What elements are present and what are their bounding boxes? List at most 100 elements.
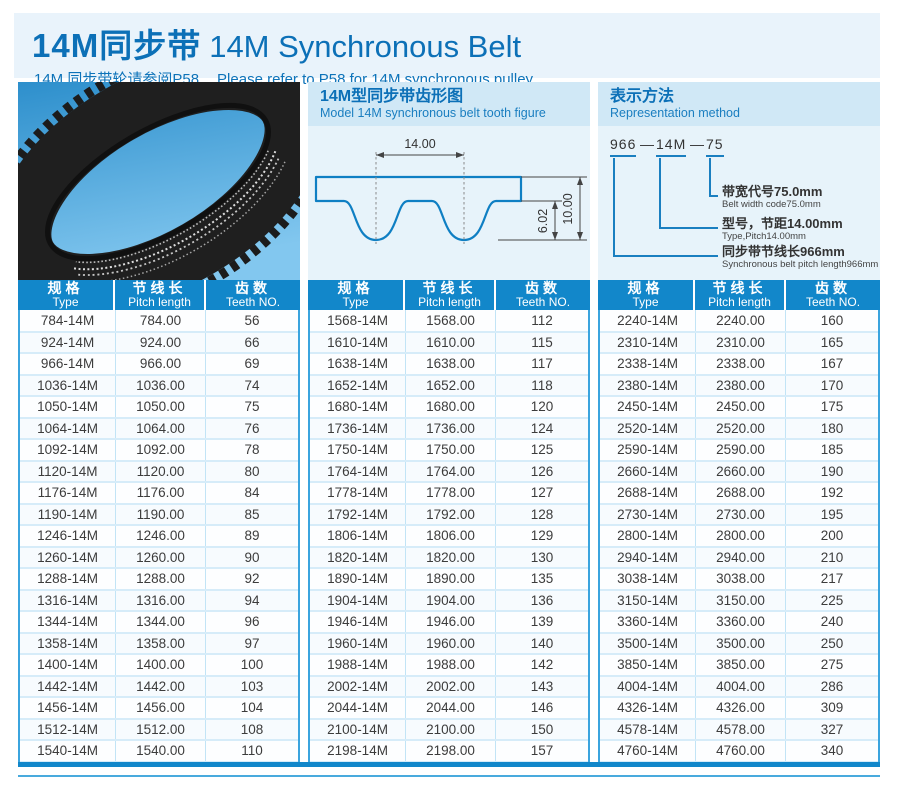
table-cell: 1540-14M xyxy=(20,740,117,763)
table-row: 1638-14M 1638.00 117 xyxy=(310,353,588,376)
table-row: 1400-14M 1400.00 100 xyxy=(20,654,298,677)
table-cell: 3038.00 xyxy=(695,568,786,591)
table-cell: 250 xyxy=(785,632,878,655)
table-row: 1358-14M 1358.00 97 xyxy=(20,632,298,655)
belt-code-width: 75 xyxy=(706,136,724,157)
table-cell: 2240.00 xyxy=(695,310,786,333)
table-cell: 143 xyxy=(495,675,588,698)
table-cell: 2198.00 xyxy=(405,740,496,763)
table-cell: 1904-14M xyxy=(310,589,407,612)
header-band: 14M同步带 14M Synchronous Belt 14M 同步带轮请参阅P5… xyxy=(14,13,880,88)
table-cell: 1190-14M xyxy=(20,503,117,526)
table-cell: 225 xyxy=(785,589,878,612)
table-cell: 1960-14M xyxy=(310,632,407,655)
representation-title-en: Representation method xyxy=(610,106,740,120)
belt-profile-outline xyxy=(314,175,523,242)
table-cell: 2450-14M xyxy=(600,396,697,419)
tooth-profile-diagram: 14.00 6.02 10.00 xyxy=(314,137,587,244)
table-cell: 3150.00 xyxy=(695,589,786,612)
table-cell: 2688.00 xyxy=(695,482,786,505)
table-header: 规格 Type 节线长 Pitch length 齿数 Teeth NO. xyxy=(598,280,880,310)
table-cell: 1652-14M xyxy=(310,374,407,397)
table-header: 规格 Type 节线长 Pitch length 齿数 Teeth NO. xyxy=(18,280,300,310)
table-row: 2100-14M 2100.00 150 xyxy=(310,718,588,741)
table-cell: 94 xyxy=(205,589,298,612)
table-row: 4326-14M 4326.00 309 xyxy=(600,697,878,720)
table-cell: 1652.00 xyxy=(405,374,496,397)
callout-lines xyxy=(613,158,718,257)
table-row: 4578-14M 4578.00 327 xyxy=(600,718,878,741)
table-row: 3500-14M 3500.00 250 xyxy=(600,632,878,655)
table-cell: 2002-14M xyxy=(310,675,407,698)
table-cell: 1750.00 xyxy=(405,439,496,462)
table-cell: 2380-14M xyxy=(600,374,697,397)
table-cell: 1946-14M xyxy=(310,611,407,634)
table-cell: 1820.00 xyxy=(405,546,496,569)
table-row: 1064-14M 1064.00 76 xyxy=(20,417,298,440)
table-cell: 1400.00 xyxy=(115,654,206,677)
col-header-teeth: 齿数 Teeth NO. xyxy=(516,280,571,309)
table-cell: 167 xyxy=(785,353,878,376)
table-row: 1820-14M 1820.00 130 xyxy=(310,546,588,569)
table-cell: 340 xyxy=(785,740,878,763)
table-row: 1946-14M 1946.00 139 xyxy=(310,611,588,634)
table-cell: 1512-14M xyxy=(20,718,117,741)
table-row: 1316-14M 1316.00 94 xyxy=(20,589,298,612)
belt-photo-panel xyxy=(18,82,300,280)
table-row: 1778-14M 1778.00 127 xyxy=(310,482,588,505)
table-cell: 1960.00 xyxy=(405,632,496,655)
table-cell: 2730-14M xyxy=(600,503,697,526)
table-cell: 129 xyxy=(495,525,588,548)
belt-code-dash: — xyxy=(640,136,654,152)
table-row: 2800-14M 2800.00 200 xyxy=(600,525,878,548)
table-cell: 90 xyxy=(205,546,298,569)
table-row: 1904-14M 1904.00 136 xyxy=(310,589,588,612)
table-row: 1512-14M 1512.00 108 xyxy=(20,718,298,741)
table-row: 966-14M 966.00 69 xyxy=(20,353,298,376)
table-cell: 112 xyxy=(495,310,588,333)
table-cell: 1400-14M xyxy=(20,654,117,677)
table-cell: 1638-14M xyxy=(310,353,407,376)
table-row: 1120-14M 1120.00 80 xyxy=(20,460,298,483)
table-cell: 1806.00 xyxy=(405,525,496,548)
table-cell: 2520.00 xyxy=(695,417,786,440)
table-row: 1568-14M 1568.00 112 xyxy=(310,310,588,333)
table-cell: 157 xyxy=(495,740,588,763)
table-cell: 2688-14M xyxy=(600,482,697,505)
table-cell: 89 xyxy=(205,525,298,548)
table-row: 2338-14M 2338.00 167 xyxy=(600,353,878,376)
table-cell: 1316-14M xyxy=(20,589,117,612)
table-cell: 1750-14M xyxy=(310,439,407,462)
table-cell: 2660.00 xyxy=(695,460,786,483)
table-cell: 1050.00 xyxy=(115,396,206,419)
table-cell: 1456.00 xyxy=(115,697,206,720)
table-cell: 2240-14M xyxy=(600,310,697,333)
table-cell: 150 xyxy=(495,718,588,741)
col-header-teeth: 齿数 Teeth NO. xyxy=(226,280,281,309)
table-cell: 2044-14M xyxy=(310,697,407,720)
table-cell: 4326.00 xyxy=(695,697,786,720)
table-cell: 192 xyxy=(785,482,878,505)
table-cell: 125 xyxy=(495,439,588,462)
table-cell: 185 xyxy=(785,439,878,462)
col-header-type: 规格 Type xyxy=(308,280,405,310)
table-cell: 130 xyxy=(495,546,588,569)
table-cell: 1064.00 xyxy=(115,417,206,440)
table-cell: 1064-14M xyxy=(20,417,117,440)
table-cell: 4004.00 xyxy=(695,675,786,698)
table-row: 3850-14M 3850.00 275 xyxy=(600,654,878,677)
table-cell: 142 xyxy=(495,654,588,677)
table-cell: 1036.00 xyxy=(115,374,206,397)
table-row: 2240-14M 2240.00 160 xyxy=(600,310,878,333)
table-cell: 80 xyxy=(205,460,298,483)
representation-panel: 表示方法 Representation method 966 — 14M — 7… xyxy=(598,82,880,280)
table-cell: 100 xyxy=(205,654,298,677)
table-cell: 1092-14M xyxy=(20,439,117,462)
table-cell: 140 xyxy=(495,632,588,655)
table-row: 3038-14M 3038.00 217 xyxy=(600,568,878,591)
table-cell: 96 xyxy=(205,611,298,634)
table-row: 1050-14M 1050.00 75 xyxy=(20,396,298,419)
table-cell: 2940.00 xyxy=(695,546,786,569)
table-cell: 1176.00 xyxy=(115,482,206,505)
belt-code-type: 14M xyxy=(656,136,687,157)
